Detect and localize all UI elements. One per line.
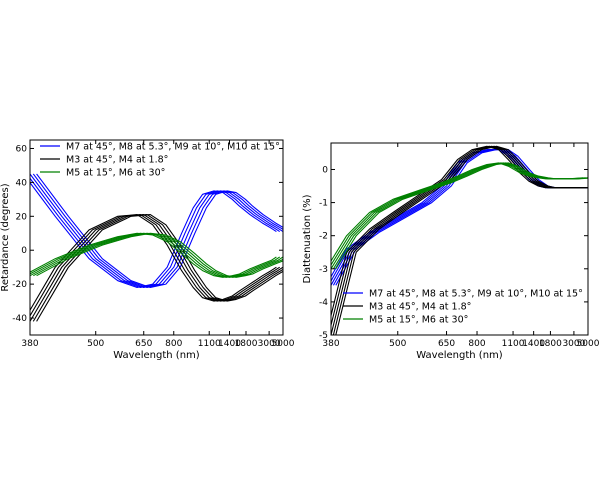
series-line <box>33 232 283 278</box>
x-tick-label: 380 <box>322 339 339 349</box>
plot-area <box>331 145 588 335</box>
series-line <box>32 173 283 289</box>
x-tick-label: 650 <box>438 339 455 349</box>
y-axis-label: Diattenuation (%) <box>302 194 313 283</box>
series-line <box>30 214 277 312</box>
x-tick-label: 500 <box>87 339 104 349</box>
axes-frame <box>29 139 284 336</box>
series-1-lines <box>30 173 283 289</box>
series-line <box>30 177 281 289</box>
x-tick-label: 800 <box>468 339 485 349</box>
series-line <box>36 232 283 278</box>
x-tick-label: 1100 <box>502 339 525 349</box>
y-tick-label: 60 <box>16 144 28 154</box>
y-tick-label: -2 <box>319 232 328 242</box>
x-tick-label: 650 <box>135 339 152 349</box>
x-tick-label: 1800 <box>235 339 258 349</box>
y-tick-label: -20 <box>12 280 27 290</box>
series-line <box>36 173 283 289</box>
y-tick-label: 20 <box>16 212 28 222</box>
x-tick-label: 1400 <box>218 339 241 349</box>
x-tick-label: 1400 <box>522 339 545 349</box>
legend-entry: M5 at 15°, M6 at 30° <box>369 315 468 326</box>
series-line <box>30 181 277 289</box>
axes-frame <box>330 142 589 336</box>
series-3-lines <box>331 162 588 270</box>
series-line <box>30 214 281 317</box>
x-tick-label: 380 <box>21 339 38 349</box>
legend-entry: M5 at 15°, M6 at 30° <box>66 168 165 179</box>
series-line <box>30 232 281 278</box>
series-line <box>30 214 283 322</box>
y-tick-label: 0 <box>21 246 27 256</box>
x-tick-label: 5000 <box>577 339 600 349</box>
y-tick-label: 40 <box>16 178 28 188</box>
x-axis-label: Wavelength (nm) <box>416 350 502 361</box>
y-tick-label: -1 <box>319 199 328 209</box>
series-line <box>32 214 283 322</box>
series-line <box>335 145 588 335</box>
x-tick-label: 800 <box>165 339 182 349</box>
x-tick-label: 5000 <box>272 339 295 349</box>
x-tick-label: 3000 <box>258 339 281 349</box>
series-3-lines <box>30 232 283 278</box>
series-2-lines <box>30 214 283 322</box>
series-line <box>30 173 283 289</box>
legend-entry: M3 at 45°, M4 at 1.8° <box>369 302 471 313</box>
series-line <box>335 162 588 270</box>
plot-area <box>30 173 283 322</box>
legend-entry: M7 at 45°, M8 at 5.3°, M9 at 10°, M10 at… <box>66 142 280 153</box>
y-tick-label: -3 <box>319 265 328 275</box>
legend: M7 at 45°, M8 at 5.3°, M9 at 10°, M10 at… <box>343 289 583 326</box>
series-line <box>36 214 283 322</box>
y-tick-label: -40 <box>12 314 27 324</box>
x-axis-label: Wavelength (nm) <box>113 350 199 361</box>
legend-entry: M3 at 45°, M4 at 1.8° <box>66 155 168 166</box>
x-tick-label: 500 <box>389 339 406 349</box>
y-tick-label: 0 <box>322 165 328 175</box>
series-line <box>30 232 283 278</box>
x-tick-label: 3000 <box>562 339 585 349</box>
series-line <box>30 232 277 278</box>
y-axis-label: Retardance (degrees) <box>0 183 11 291</box>
y-tick-label: -4 <box>319 298 328 308</box>
x-tick-label: 1100 <box>198 339 221 349</box>
legend: M7 at 45°, M8 at 5.3°, M9 at 10°, M10 at… <box>40 142 280 179</box>
y-tick-label: -5 <box>319 331 328 341</box>
series-2-lines <box>331 145 588 335</box>
legend-entry: M7 at 45°, M8 at 5.3°, M9 at 10°, M10 at… <box>369 289 583 300</box>
x-tick-label: 1800 <box>539 339 562 349</box>
